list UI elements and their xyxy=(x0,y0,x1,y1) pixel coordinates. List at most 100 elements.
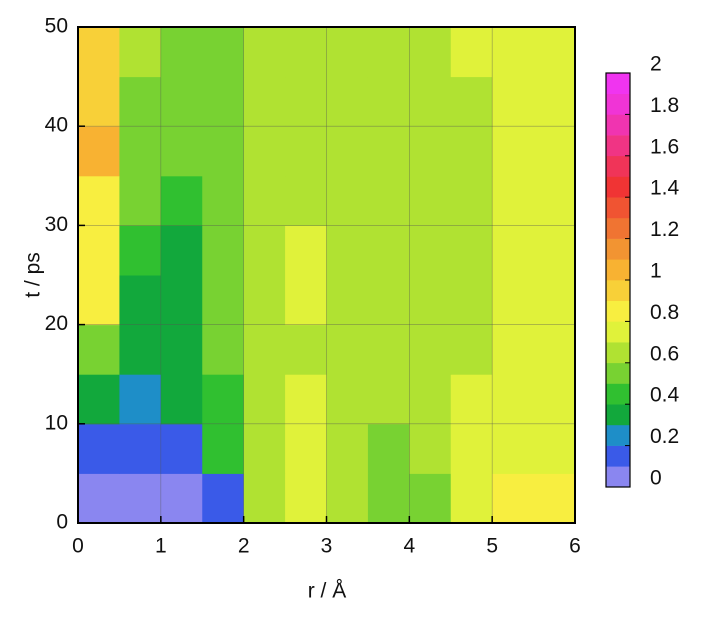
contour-cell xyxy=(243,374,286,425)
x-tick-label: 1 xyxy=(155,535,167,558)
contour-cell xyxy=(78,473,120,524)
contour-cell xyxy=(119,423,162,474)
contour-cell xyxy=(533,126,576,177)
colorbar-segment xyxy=(606,404,630,426)
contour-cell xyxy=(367,275,410,326)
contour-cell xyxy=(202,275,245,326)
contour-cell xyxy=(119,76,162,127)
contour-cell xyxy=(78,175,120,226)
x-tick-label: 4 xyxy=(403,535,415,558)
contour-cell xyxy=(367,76,410,127)
contour-cell xyxy=(409,324,452,375)
contour-cell xyxy=(78,324,120,375)
contour-cell xyxy=(409,473,452,524)
contour-cell xyxy=(492,76,535,127)
contour-cell xyxy=(450,423,493,474)
contour-cell xyxy=(243,473,286,524)
contour-cell xyxy=(119,175,162,226)
colorbar-tick-label: 1.8 xyxy=(650,94,679,117)
contour-cell xyxy=(492,324,535,375)
contour-cell xyxy=(533,473,576,524)
contour-cell xyxy=(243,423,286,474)
contour-cell xyxy=(450,27,493,78)
contour-cell xyxy=(326,374,369,425)
contour-cell xyxy=(533,175,576,226)
contour-cell xyxy=(409,27,452,78)
contour-cell xyxy=(160,76,203,127)
contour-cell xyxy=(285,473,327,524)
contour-cell xyxy=(202,473,245,524)
contour-cell xyxy=(78,423,120,474)
contour-cell xyxy=(285,324,327,375)
colorbar-segment xyxy=(606,135,630,157)
contour-cell xyxy=(119,324,162,375)
colorbar-segment xyxy=(606,342,630,364)
contour-cell xyxy=(450,374,493,425)
contour-cell xyxy=(450,324,493,375)
contour-cell xyxy=(450,275,493,326)
y-tick-label: 50 xyxy=(45,15,68,38)
colorbar-segment xyxy=(606,259,630,281)
contour-cell xyxy=(160,423,203,474)
contour-cell xyxy=(367,473,410,524)
x-tick-label: 3 xyxy=(321,535,333,558)
contour-cell xyxy=(367,225,410,276)
contour-cell xyxy=(450,473,493,524)
contour-cell xyxy=(367,374,410,425)
contour-cell xyxy=(285,175,327,226)
colorbar-segment xyxy=(606,445,630,467)
y-tick-label: 30 xyxy=(45,213,68,236)
contour-cell xyxy=(492,473,535,524)
colorbar-segment xyxy=(606,114,630,136)
colorbar-tick-label: 1.2 xyxy=(650,218,679,241)
contour-cell xyxy=(326,225,369,276)
contour-cell xyxy=(243,324,286,375)
contour-cell xyxy=(367,423,410,474)
x-tick-label: 6 xyxy=(569,535,581,558)
contour-cell xyxy=(450,76,493,127)
y-tick-label: 20 xyxy=(45,312,68,335)
contour-cell xyxy=(450,126,493,177)
contour-cell xyxy=(492,27,535,78)
contour-cell xyxy=(160,473,203,524)
contour-cell xyxy=(450,175,493,226)
contour-cell xyxy=(243,175,286,226)
colorbar-tick-label: 0.8 xyxy=(650,301,679,324)
contour-cell xyxy=(533,225,576,276)
colorbar-segment xyxy=(606,280,630,301)
colorbar-segment xyxy=(606,217,630,239)
contour-cell xyxy=(119,473,162,524)
contour-cell xyxy=(533,374,576,425)
contour-cell xyxy=(326,423,369,474)
contour-cell xyxy=(533,423,576,474)
contour-cell xyxy=(492,126,535,177)
contour-cell xyxy=(367,324,410,375)
contour-cell xyxy=(492,175,535,226)
contour-cell xyxy=(533,27,576,78)
contour-cell xyxy=(160,324,203,375)
contour-cell xyxy=(409,423,452,474)
colorbar-segment xyxy=(606,362,630,384)
colorbar-segment xyxy=(606,424,630,446)
contour-cell xyxy=(202,225,245,276)
contour-cell xyxy=(409,126,452,177)
contour-cell xyxy=(285,423,327,474)
contour-cell xyxy=(78,126,120,177)
contour-cell xyxy=(160,27,203,78)
contour-cell xyxy=(367,27,410,78)
contour-cell xyxy=(285,126,327,177)
contour-cell xyxy=(409,275,452,326)
contour-cell xyxy=(243,275,286,326)
colorbar-segment xyxy=(606,197,630,219)
contour-cell xyxy=(202,324,245,375)
contour-cell xyxy=(243,126,286,177)
contour-cell xyxy=(492,374,535,425)
colorbar-segment xyxy=(606,73,630,94)
contour-cell xyxy=(409,374,452,425)
contour-cell xyxy=(492,275,535,326)
contour-cell xyxy=(409,76,452,127)
colorbar-tick-label: 0.6 xyxy=(650,342,679,365)
contour-cell xyxy=(202,175,245,226)
y-axis-label: t / ps xyxy=(22,252,45,298)
contour-cell xyxy=(202,423,245,474)
